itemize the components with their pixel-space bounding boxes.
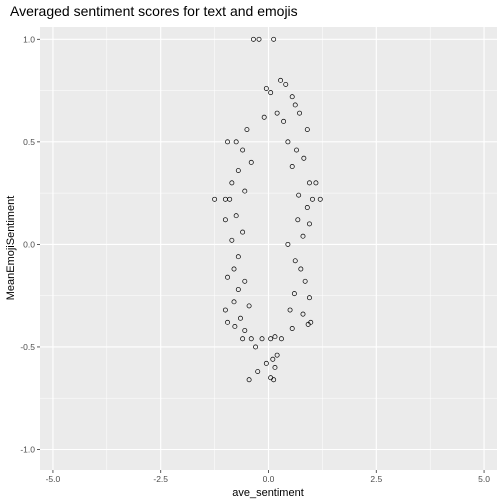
- data-point: [268, 90, 274, 96]
- data-point: [235, 287, 241, 292]
- data-point: [233, 139, 239, 145]
- data-point: [292, 258, 298, 264]
- data-point: [231, 299, 237, 305]
- data-point: [271, 377, 277, 383]
- data-point: [307, 295, 312, 301]
- data-point: [289, 326, 295, 331]
- data-point: [253, 344, 259, 350]
- data-point: [301, 155, 307, 161]
- data-point: [238, 315, 243, 321]
- data-point: [242, 188, 248, 194]
- data-point: [297, 110, 302, 116]
- data-point: [271, 36, 277, 42]
- y-tick-label: -1.0: [20, 444, 35, 454]
- data-points: [212, 36, 323, 383]
- data-point: [281, 118, 287, 124]
- y-tick-label: 0.5: [23, 137, 35, 147]
- x-tick-label: 2.5: [370, 474, 382, 484]
- data-point: [302, 278, 308, 284]
- y-axis-ticks: -1.0 -0.5 0.0 0.5 1.0: [20, 34, 40, 454]
- data-point: [227, 196, 233, 202]
- data-point: [307, 180, 312, 186]
- data-point: [240, 336, 246, 342]
- data-point: [285, 241, 291, 247]
- data-point: [229, 237, 235, 243]
- data-point: [232, 323, 238, 329]
- data-point: [225, 319, 230, 325]
- x-axis-title: ave_sentiment: [232, 487, 304, 499]
- data-point: [250, 36, 256, 42]
- data-point: [295, 217, 301, 223]
- data-point: [248, 336, 254, 342]
- data-point: [261, 114, 267, 120]
- data-point: [289, 94, 295, 100]
- data-point: [304, 205, 310, 210]
- data-point: [270, 356, 276, 362]
- data-point: [235, 168, 241, 174]
- data-point: [283, 81, 289, 87]
- data-point: [268, 336, 274, 342]
- data-point: [292, 102, 298, 108]
- data-point: [246, 303, 252, 309]
- data-point: [317, 196, 323, 202]
- data-point: [225, 274, 230, 280]
- data-point: [308, 319, 314, 325]
- data-point: [246, 377, 252, 383]
- data-point: [231, 266, 237, 272]
- data-point: [240, 229, 246, 235]
- data-point: [300, 233, 306, 239]
- data-point: [222, 217, 228, 223]
- data-point: [248, 159, 254, 165]
- data-point: [274, 352, 280, 358]
- data-point: [233, 213, 239, 219]
- x-tick-label: -5.0: [46, 474, 61, 484]
- data-point: [310, 196, 315, 202]
- data-point: [240, 147, 246, 153]
- chart-title: Averaged sentiment scores for text and e…: [10, 3, 298, 19]
- data-point: [291, 291, 297, 297]
- data-point: [274, 110, 280, 116]
- y-tick-label: 0.0: [23, 239, 35, 249]
- data-point: [313, 180, 319, 186]
- x-tick-label: 0.0: [263, 474, 275, 484]
- data-point: [300, 311, 306, 317]
- data-point: [307, 221, 312, 227]
- data-point: [244, 127, 250, 133]
- data-point: [242, 328, 248, 333]
- major-gridlines: [40, 27, 497, 470]
- data-point: [298, 266, 304, 272]
- x-tick-label: -2.5: [153, 474, 168, 484]
- data-point: [278, 336, 284, 342]
- data-point: [212, 196, 218, 202]
- data-point: [304, 127, 310, 133]
- data-point: [242, 278, 248, 284]
- x-axis-ticks: -5.0 -2.5 0.0 2.5 5.0: [46, 470, 490, 484]
- data-point: [272, 365, 278, 370]
- data-point: [225, 139, 230, 145]
- data-point: [272, 334, 278, 340]
- data-point: [256, 36, 262, 42]
- data-point: [229, 180, 235, 186]
- data-point: [294, 147, 299, 153]
- data-point: [235, 254, 241, 260]
- data-point: [255, 369, 261, 375]
- y-axis-title: MeanEmojiSentiment: [5, 196, 17, 301]
- data-point: [289, 164, 295, 169]
- data-point: [285, 139, 291, 145]
- data-point: [263, 86, 269, 91]
- data-point: [287, 307, 293, 313]
- y-tick-label: 1.0: [23, 34, 35, 44]
- data-point: [263, 360, 269, 366]
- x-tick-label: 5.0: [478, 474, 490, 484]
- y-tick-label: -0.5: [20, 342, 35, 352]
- data-point: [296, 192, 302, 198]
- data-point: [259, 336, 265, 342]
- data-point: [222, 307, 228, 313]
- data-point: [278, 77, 284, 83]
